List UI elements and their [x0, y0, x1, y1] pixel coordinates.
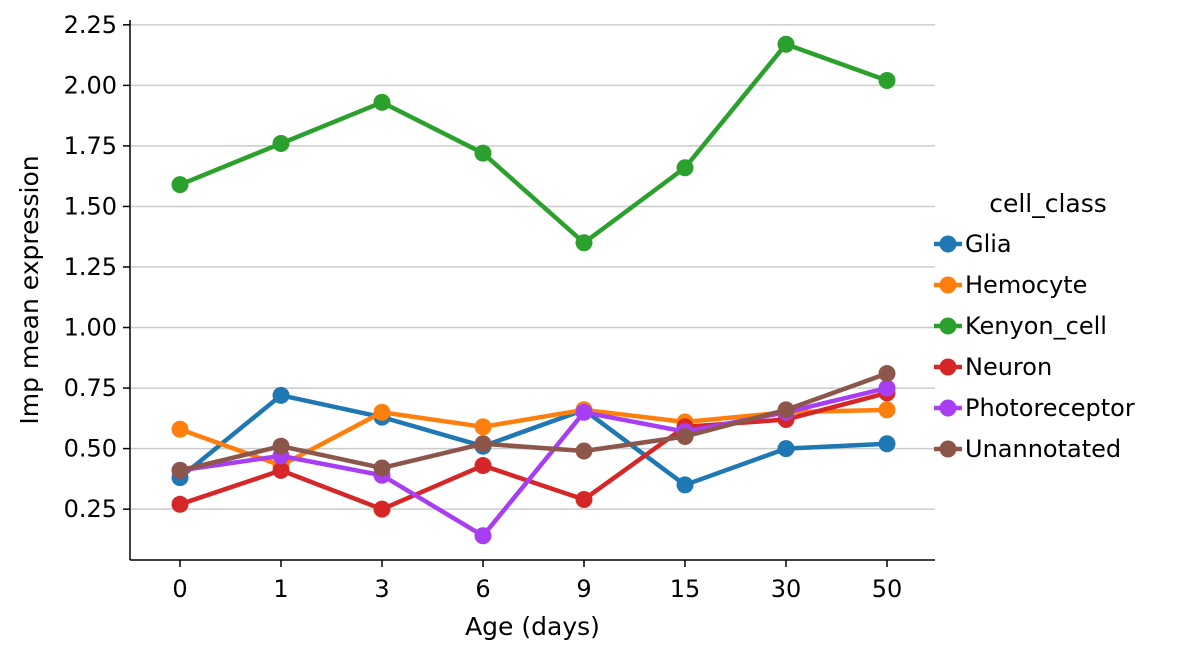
data-point-neuron — [474, 457, 492, 475]
legend-marker-neuron — [939, 358, 957, 376]
series-line-unannotated — [177, 371, 890, 473]
data-point-neuron — [272, 461, 290, 479]
series-kenyon-cell — [171, 35, 896, 252]
y-tick-label: 2.00 — [64, 71, 117, 99]
x-axis-title: Age (days) — [465, 612, 600, 641]
data-point-glia — [878, 435, 896, 453]
series-group — [171, 35, 896, 545]
data-point-photoreceptor — [878, 379, 896, 397]
data-point-neuron — [373, 500, 391, 518]
y-axis-title: Imp mean expression — [15, 155, 44, 424]
legend-label-hemocyte: Hemocyte — [965, 271, 1087, 299]
data-point-unannotated — [575, 442, 593, 460]
data-point-glia — [272, 386, 290, 404]
data-point-hemocyte — [171, 420, 189, 438]
legend-entry-unannotated: Unannotated — [934, 435, 1121, 463]
data-point-kenyon-cell — [474, 144, 492, 162]
data-point-glia — [777, 440, 795, 458]
legend-entry-neuron: Neuron — [934, 353, 1052, 381]
data-point-unannotated — [878, 365, 896, 383]
data-point-kenyon-cell — [171, 176, 189, 194]
legend-entry-photoreceptor: Photoreceptor — [934, 394, 1135, 422]
data-point-photoreceptor — [575, 403, 593, 421]
legend-marker-unannotated — [939, 440, 957, 458]
data-point-kenyon-cell — [777, 35, 795, 53]
x-tick-label: 6 — [475, 575, 490, 603]
x-tick-label: 3 — [374, 575, 389, 603]
series-line-kenyon-cell — [177, 41, 890, 246]
series-neuron — [171, 384, 896, 518]
data-point-hemocyte — [878, 401, 896, 419]
data-point-hemocyte — [474, 418, 492, 436]
y-tick-label: 1.75 — [64, 132, 117, 160]
data-point-neuron — [171, 495, 189, 513]
data-point-glia — [676, 476, 694, 494]
legend-marker-kenyon-cell — [939, 317, 957, 335]
data-point-unannotated — [676, 428, 694, 446]
legend-label-glia: Glia — [965, 230, 1012, 258]
data-point-hemocyte — [373, 403, 391, 421]
x-tick-label: 30 — [771, 575, 802, 603]
data-point-neuron — [575, 490, 593, 508]
legend-marker-glia — [939, 235, 957, 253]
grid-lines — [130, 24, 935, 510]
legend-marker-photoreceptor — [939, 399, 957, 417]
legend-label-unannotated: Unannotated — [965, 435, 1121, 463]
legend-entry-hemocyte: Hemocyte — [934, 271, 1087, 299]
data-point-kenyon-cell — [878, 72, 896, 90]
legend-entry-glia: Glia — [934, 230, 1012, 258]
y-tick-label: 1.00 — [64, 314, 117, 342]
series-line-glia — [177, 393, 890, 488]
data-point-kenyon-cell — [272, 134, 290, 152]
x-tick-label: 15 — [670, 575, 701, 603]
y-tick-label: 1.50 — [64, 192, 117, 220]
series-line-neuron — [177, 390, 890, 512]
legend-title: cell_class — [989, 189, 1107, 218]
data-point-photoreceptor — [474, 527, 492, 545]
legend-label-neuron: Neuron — [965, 353, 1052, 381]
data-point-unannotated — [171, 461, 189, 479]
legend-marker-hemocyte — [939, 276, 957, 294]
series-unannotated — [171, 365, 896, 479]
legend-entry-kenyon-cell: Kenyon_cell — [934, 312, 1107, 340]
data-point-kenyon-cell — [575, 234, 593, 252]
axes: 0.25 0.50 0.75 1.00 1.25 1.50 1.75 2.00 2.25 0 1 3 6… — [64, 11, 935, 603]
x-tick-label: 0 — [172, 575, 187, 603]
y-tick-label: 0.50 — [64, 435, 117, 463]
y-tick-label: 0.75 — [64, 374, 117, 402]
x-tick-label: 9 — [576, 575, 591, 603]
x-tick-label: 50 — [872, 575, 903, 603]
y-tick-label: 1.25 — [64, 253, 117, 281]
y-tick-label: 2.25 — [64, 11, 117, 39]
legend-label-photoreceptor: Photoreceptor — [965, 394, 1135, 422]
x-tick-label: 1 — [273, 575, 288, 603]
legend-label-kenyon-cell: Kenyon_cell — [965, 312, 1107, 340]
legend: cell_class Glia Hemocyte Kenyon_cell Neuron… — [934, 189, 1135, 463]
data-point-unannotated — [777, 401, 795, 419]
data-point-unannotated — [272, 437, 290, 455]
data-point-kenyon-cell — [373, 93, 391, 111]
data-point-kenyon-cell — [676, 159, 694, 177]
y-tick-label: 0.25 — [64, 495, 117, 523]
data-point-unannotated — [373, 459, 391, 477]
data-point-unannotated — [474, 435, 492, 453]
